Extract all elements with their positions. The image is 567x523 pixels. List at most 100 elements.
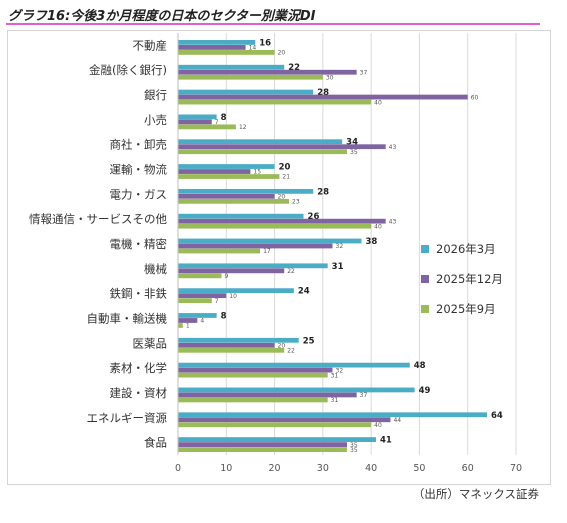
data-label-series-2: 43: [389, 218, 397, 225]
data-label-series-2: 4: [200, 318, 204, 325]
bar-series-2: [178, 417, 391, 423]
x-tick-label: 0: [175, 463, 181, 474]
bar-series-2: [178, 193, 275, 199]
bar-series-1: [178, 89, 314, 95]
category-label: 商社・卸売: [110, 138, 168, 152]
bar-series-2: [178, 392, 357, 398]
data-label-series-3: 20: [278, 50, 286, 57]
data-label-series-1: 24: [298, 287, 310, 297]
legend-item-series-3: 2025年9月: [421, 298, 541, 320]
bar-series-1: [178, 164, 275, 169]
bar-series-3: [178, 74, 323, 80]
x-tick-label: 70: [510, 463, 522, 474]
data-label-series-1: 8: [221, 113, 227, 123]
data-label-series-3: 12: [239, 124, 247, 131]
category-label: 小売: [144, 113, 167, 127]
bar-series-2: [178, 119, 212, 125]
legend-label-series-1: 2026年3月: [436, 242, 496, 256]
bar-series-1: [178, 139, 343, 145]
data-label-series-2: 60: [471, 94, 479, 101]
bar-series-1: [178, 337, 299, 343]
data-label-series-2: 32: [336, 367, 344, 374]
data-label-series-2: 43: [389, 144, 397, 151]
bar-series-3: [178, 372, 328, 378]
category-label: 金融(除く銀行): [89, 63, 167, 77]
legend: 2026年3月 2025年12月 2025年9月: [421, 238, 541, 328]
legend-label-series-2: 2025年12月: [436, 272, 503, 286]
bar-series-2: [178, 69, 357, 75]
category-label: 機械: [144, 262, 167, 276]
data-label-series-3: 23: [292, 199, 300, 206]
bar-series-3: [178, 198, 290, 204]
bar-series-3: [178, 347, 285, 353]
category-label: 情報通信・サービスその他: [29, 212, 167, 226]
data-label-series-1: 31: [332, 262, 344, 272]
x-tick-label: 10: [220, 463, 232, 474]
category-label: 医薬品: [133, 336, 168, 350]
chart-frame: [7, 30, 551, 485]
data-label-series-1: 48: [414, 361, 426, 371]
data-label-series-1: 41: [380, 436, 392, 446]
bar-series-3: [178, 298, 212, 304]
legend-label-series-3: 2025年9月: [436, 302, 496, 316]
category-label: 素材・化学: [110, 361, 168, 375]
data-label-series-3: 35: [350, 447, 358, 454]
data-label-series-3: 17: [263, 248, 271, 255]
bar-series-2: [178, 144, 386, 150]
data-label-series-3: 40: [374, 99, 382, 106]
bar-series-3: [178, 149, 347, 155]
data-label-series-3: 1: [186, 323, 190, 330]
bar-series-2: [178, 293, 227, 299]
category-label: 電機・精密: [110, 237, 168, 251]
bar-series-2: [178, 94, 468, 100]
data-label-series-1: 20: [279, 163, 291, 173]
data-label-series-1: 25: [303, 336, 315, 346]
bar-series-3: [178, 447, 347, 452]
data-label-series-1: 26: [308, 212, 320, 222]
bar-series-2: [178, 169, 251, 174]
chart-title: グラフ16:今後3か月程度の日本のセクター別業況DI: [8, 9, 316, 24]
data-label-series-2: 10: [229, 293, 237, 300]
bar-series-1: [178, 437, 376, 442]
bar-series-1: [178, 263, 328, 269]
data-label-series-2: 7: [215, 119, 219, 126]
data-label-series-1: 16: [259, 38, 271, 48]
data-label-series-3: 40: [374, 422, 382, 429]
data-label-series-2: 14: [249, 45, 257, 52]
x-tick-label: 50: [413, 463, 425, 474]
category-label: 食品: [144, 436, 167, 450]
data-label-series-3: 7: [215, 298, 219, 305]
legend-swatch-series-3: [421, 305, 429, 313]
bar-series-1: [178, 387, 415, 393]
bar-series-2: [178, 243, 333, 249]
data-label-series-3: 30: [326, 74, 334, 81]
data-label-series-2: 20: [278, 342, 286, 349]
x-tick-label: 60: [462, 463, 474, 474]
bar-series-3: [178, 422, 372, 428]
data-label-series-2: 44: [393, 417, 401, 424]
bar-series-3: [178, 248, 261, 254]
x-tick-label: 30: [317, 463, 329, 474]
data-label-series-3: 31: [331, 397, 339, 404]
bar-series-2: [178, 442, 347, 447]
bar-series-3: [178, 397, 328, 403]
bar-series-2: [178, 342, 275, 348]
category-label: 不動産: [133, 38, 168, 52]
data-label-series-2: 32: [336, 243, 344, 250]
data-label-series-2: 20: [278, 194, 286, 201]
bar-series-2: [178, 318, 198, 323]
category-label: エネルギー資源: [87, 411, 168, 425]
data-label-series-1: 28: [317, 88, 329, 98]
legend-item-series-2: 2025年12月: [421, 268, 541, 290]
data-label-series-2: 15: [253, 169, 261, 176]
data-label-series-1: 8: [221, 311, 227, 321]
data-label-series-2: 37: [360, 392, 368, 399]
bar-series-3: [178, 223, 372, 229]
bar-series-2: [178, 367, 333, 373]
bar-series-3: [178, 323, 183, 328]
bar-series-1: [178, 114, 217, 120]
legend-swatch-series-1: [421, 245, 429, 253]
bar-series-2: [178, 268, 285, 274]
bar-series-3: [178, 99, 372, 105]
